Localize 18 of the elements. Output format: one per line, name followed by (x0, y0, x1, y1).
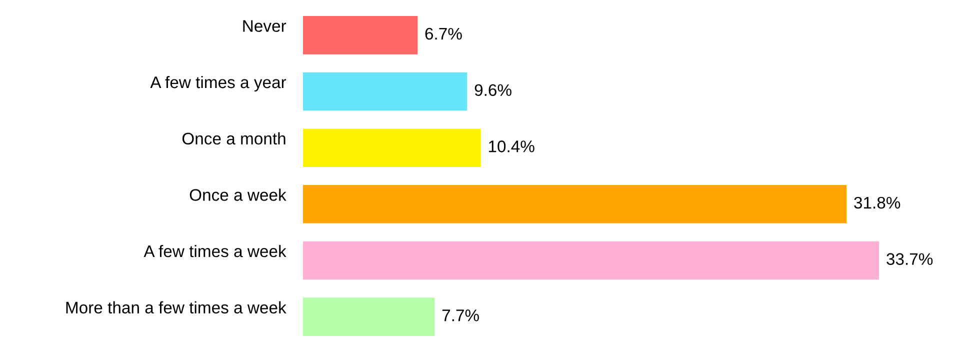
data-label: 31.8% (854, 196, 900, 209)
bar (303, 185, 847, 224)
bar (303, 298, 435, 336)
data-label: 10.4% (488, 140, 534, 152)
y-tick-label: Never (243, 20, 286, 32)
y-tick-label: Once a month (182, 132, 286, 145)
bar (303, 128, 481, 167)
y-tick-label: Once a week (190, 188, 286, 201)
bar (303, 241, 879, 280)
bar (303, 72, 468, 111)
y-tick-label: More than a few times a week (66, 301, 286, 314)
data-label: 6.7% (425, 28, 462, 40)
bar (303, 16, 418, 54)
data-label: 9.6% (474, 84, 512, 96)
data-label: 7.7% (442, 310, 479, 322)
data-label: 33.7% (886, 253, 933, 265)
y-tick-label: A few times a year (150, 76, 286, 92)
y-tick-label: A few times a week (144, 244, 286, 258)
